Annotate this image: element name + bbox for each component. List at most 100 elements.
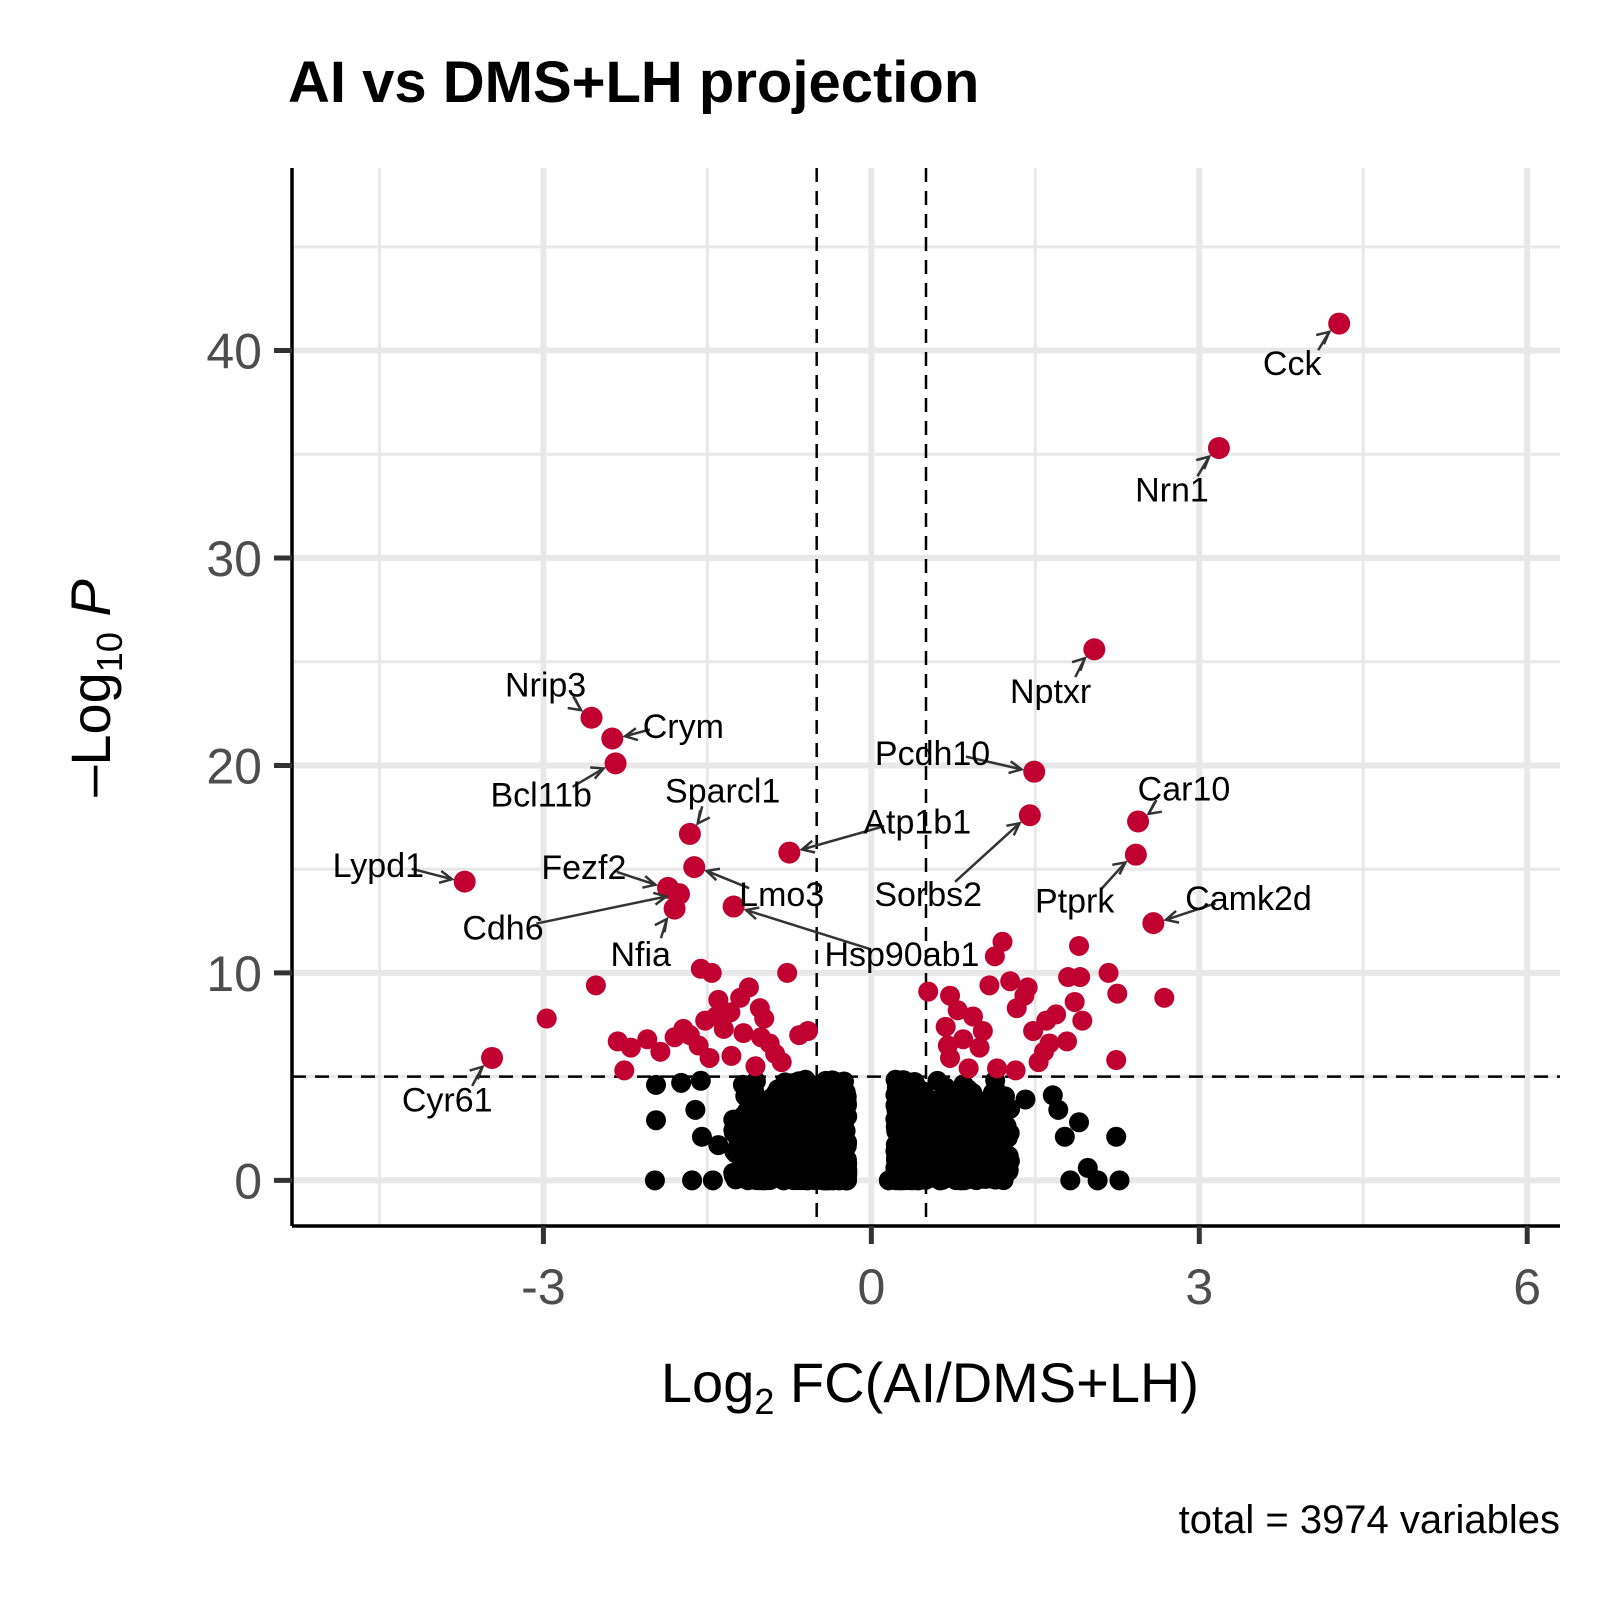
point-significant xyxy=(918,981,939,1002)
connector-crym xyxy=(624,728,651,738)
gene-label-atp1b1: Atp1b1 xyxy=(863,803,971,841)
connector-pcdh10 xyxy=(965,755,1022,771)
point-not-significant xyxy=(1069,1112,1090,1133)
connector-hsp90ab1 xyxy=(745,908,870,950)
point-significant xyxy=(987,1058,1008,1079)
point-not-significant xyxy=(949,1115,970,1136)
point-not-significant xyxy=(834,1168,855,1189)
connector-arrowhead xyxy=(1071,656,1087,672)
point-not-significant xyxy=(832,1120,853,1141)
point-significant xyxy=(972,1020,993,1041)
point-not-significant xyxy=(928,1142,949,1163)
point-not-significant xyxy=(812,1119,833,1140)
non-significant-points xyxy=(644,1069,1130,1191)
gene-label-lmo3: Lmo3 xyxy=(739,876,824,914)
point-not-significant xyxy=(723,1162,744,1183)
point-significant xyxy=(738,977,759,998)
connector-arrowhead xyxy=(696,810,711,826)
point-significant xyxy=(1000,971,1021,992)
point-not-significant xyxy=(644,1170,665,1191)
connector-arrowhead xyxy=(567,697,584,712)
y-tick-label: 20 xyxy=(206,738,262,794)
point-lypd1 xyxy=(453,870,476,893)
point-not-significant xyxy=(996,1157,1017,1178)
x-tick-label: 3 xyxy=(1185,1259,1213,1315)
point-significant xyxy=(979,975,1000,996)
label-connectors xyxy=(411,330,1332,1087)
point-significant xyxy=(1070,967,1091,988)
gene-label-camk2d: Camk2d xyxy=(1185,880,1312,918)
point-camk2d xyxy=(1142,912,1165,935)
point-not-significant xyxy=(945,1132,966,1153)
x-tick-label: 6 xyxy=(1513,1259,1541,1315)
point-not-significant xyxy=(991,1087,1012,1108)
point-significant xyxy=(720,1002,741,1023)
point-significant xyxy=(1069,935,1090,956)
gene-label-hsp90ab1: Hsp90ab1 xyxy=(824,936,979,974)
point-significant xyxy=(1107,983,1128,1004)
x-axis-title: Log2 FC(AI/DMS+LH) xyxy=(661,1351,1199,1422)
point-significant xyxy=(777,962,798,983)
caption: total = 3974 variables xyxy=(1179,1498,1560,1542)
gene-label-nptxr: Nptxr xyxy=(1010,673,1091,711)
point-significant xyxy=(585,975,606,996)
point-not-significant xyxy=(990,1129,1011,1150)
point-not-significant xyxy=(900,1110,921,1131)
point-significant xyxy=(536,1008,557,1029)
connector-arrowhead xyxy=(743,906,760,921)
point-not-significant xyxy=(927,1070,948,1091)
point-lmo3 xyxy=(683,856,706,879)
point-significant xyxy=(935,1016,956,1037)
point-not-significant xyxy=(803,1158,824,1179)
connector-arrowhead xyxy=(652,891,669,906)
gene-label-cdh6: Cdh6 xyxy=(462,909,543,947)
point-significant xyxy=(963,1006,984,1027)
connector-lypd1 xyxy=(411,867,453,881)
x-tick-label: 0 xyxy=(857,1259,885,1315)
point-not-significant xyxy=(791,1086,812,1107)
point-atp1b1 xyxy=(778,841,801,864)
point-significant xyxy=(969,1037,990,1058)
point-not-significant xyxy=(708,1135,729,1156)
point-significant xyxy=(953,1029,974,1050)
point-not-significant xyxy=(690,1070,711,1091)
point-not-significant xyxy=(671,1072,692,1093)
gene-label-lypd1: Lypd1 xyxy=(333,847,424,885)
gene-label-nrn1: Nrn1 xyxy=(1135,472,1209,510)
chart-title: AI vs DMS+LH projection xyxy=(288,50,979,115)
point-significant xyxy=(1098,962,1119,983)
connector-arrowhead xyxy=(590,766,607,780)
connector-atp1b1 xyxy=(801,824,885,851)
significant-points xyxy=(453,312,1351,1081)
gene-label-crym: Crym xyxy=(643,708,724,746)
point-cck xyxy=(1328,312,1351,335)
point-not-significant xyxy=(769,1137,790,1158)
connector-arrowhead xyxy=(1146,801,1163,816)
connector-arrowhead xyxy=(1112,860,1128,875)
point-not-significant xyxy=(702,1170,723,1191)
point-significant xyxy=(1072,1010,1093,1031)
point-significant xyxy=(937,1035,958,1056)
point-significant xyxy=(1106,1050,1127,1071)
point-not-significant xyxy=(1109,1170,1130,1191)
point-car10 xyxy=(1127,810,1150,833)
point-not-significant xyxy=(797,1104,818,1125)
point-significant xyxy=(701,962,722,983)
connector-bcl11b xyxy=(571,767,605,788)
point-not-significant xyxy=(646,1074,667,1095)
point-significant xyxy=(754,1008,775,1029)
gene-label-pcdh10: Pcdh10 xyxy=(875,735,990,773)
point-not-significant xyxy=(926,1093,947,1114)
connector-arrowhead xyxy=(1163,910,1180,924)
point-not-significant xyxy=(911,1169,932,1190)
connector-arrowhead xyxy=(469,1064,485,1080)
connector-arrowhead xyxy=(654,916,669,933)
connector-arrowhead xyxy=(438,870,455,885)
point-not-significant xyxy=(971,1156,992,1177)
point-not-significant xyxy=(878,1170,899,1191)
point-nfia xyxy=(663,897,686,920)
point-significant xyxy=(1154,987,1175,1008)
y-tick-label: 10 xyxy=(206,946,262,1002)
connector-camk2d xyxy=(1165,902,1216,922)
point-significant xyxy=(1014,985,1035,1006)
